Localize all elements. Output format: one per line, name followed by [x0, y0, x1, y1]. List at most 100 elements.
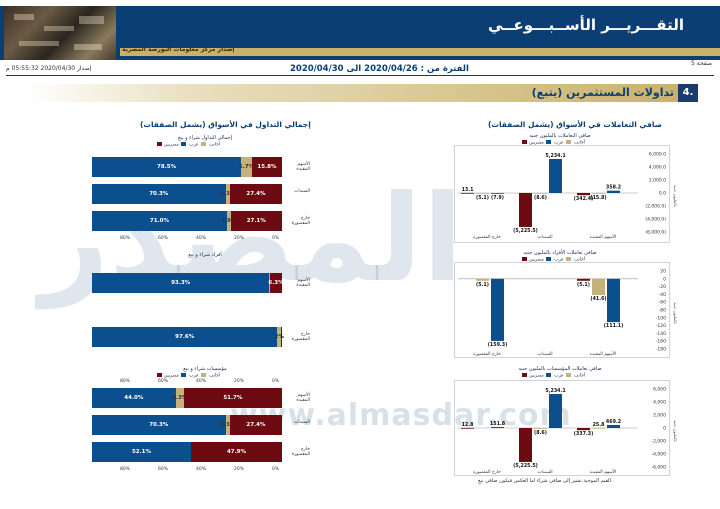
legend-foreign: أجانب	[209, 373, 221, 379]
y-axis-label: بالمليون جنيه	[673, 302, 678, 324]
header-photo	[4, 6, 116, 60]
segment-egyptian: 70.3%	[92, 184, 226, 204]
net-bar-label: (5.1)	[577, 282, 590, 288]
net-total-panel	[454, 145, 670, 243]
category-label: خارج المقصورة	[291, 332, 310, 342]
stacked-bar-row: 97.6% 2%	[92, 327, 284, 347]
legend-foreign-swatch	[522, 140, 527, 144]
legend-egyptian: مصريين	[529, 257, 544, 263]
net-bar	[476, 193, 489, 194]
page-number: صفحة 5	[691, 60, 712, 67]
net-bar-label: (5,225.5)	[513, 463, 538, 469]
legend-arab: عرب	[554, 140, 564, 146]
axis-tick-label: -120	[656, 323, 666, 329]
axis-tick-label: 80%	[120, 379, 131, 384]
y-axis-label: بالمليون جنيه	[673, 185, 678, 207]
legend-foreign-swatch	[522, 257, 527, 261]
legend-egyptian: مصريين	[164, 373, 179, 379]
net-bar-label: 12.8	[462, 422, 474, 428]
axis-tick-label: -80	[659, 308, 666, 314]
net-bar	[577, 193, 590, 196]
net-bar	[519, 193, 532, 227]
segment-egyptian: 52.1%	[92, 442, 191, 462]
net-bar	[534, 428, 547, 429]
net-bar	[577, 428, 590, 431]
net-individuals-title: صافي تعاملات الأفراد بالمليون جنيه	[523, 250, 597, 256]
axis-tick-label: 20	[660, 269, 666, 275]
net-bar	[461, 192, 474, 194]
stacked-bar-row: 78.5% 5.7% 15.8%	[92, 157, 282, 177]
segment-egyptian: 44.0%	[92, 388, 176, 408]
net-bar	[592, 278, 605, 296]
segment-arab: 4.3%	[172, 388, 187, 408]
axis-tick-label: 40%	[196, 379, 207, 384]
legend-arab: عرب	[554, 257, 564, 263]
legend-foreign: أجانب	[574, 140, 586, 146]
legend-foreign: أجانب	[574, 373, 586, 379]
total-chart-legend: أجانب عرب مصريين	[155, 142, 220, 148]
group-label: السندات	[537, 235, 552, 240]
axis-tick-label: 0%	[272, 379, 280, 384]
axis-tick-label: 0	[663, 426, 666, 432]
net-bar-label: 358.2	[606, 185, 621, 191]
axis-tick-label: 20%	[234, 467, 245, 472]
net-bar	[592, 193, 605, 194]
category-label: الأسهم المقيدة	[296, 393, 310, 403]
legend-egyptian: مصريين	[529, 140, 544, 146]
net-bar-label: (5.1)	[476, 195, 489, 201]
net-total-chart: 6,000.0 4,000.0 2,000.0 0.0 (2,000.0) (4,000.…	[458, 152, 678, 240]
group-label: السندات	[537, 352, 552, 357]
axis-tick-label: -160	[656, 339, 666, 345]
net-bar-label: 25.8	[593, 422, 605, 428]
stacked-bar-row: 71.0% 1.9% 27.1%	[92, 211, 282, 231]
report-title: التقـــريـــر الأســبـــوعــي	[488, 16, 684, 34]
segment-arab	[269, 273, 271, 293]
segment-egyptian: 93.3%	[92, 273, 270, 293]
axis-tick-label: 20%	[234, 236, 245, 241]
net-bar-label: (342.4)	[574, 196, 594, 202]
category-label: خارج المقصورة	[291, 447, 310, 457]
segment-foreign: 27.4%	[229, 415, 282, 435]
legend-egyptian: مصريين	[164, 142, 179, 148]
net-bar	[461, 427, 474, 429]
axis-tick-label: 2,000	[653, 413, 666, 419]
axis-tick-label: -40	[659, 292, 666, 298]
category-label: الأسهم المقيدة	[296, 278, 310, 288]
legend-foreign-swatch	[157, 142, 162, 146]
axis-tick-label: 0	[663, 276, 666, 282]
net-bar-label: 469.2	[606, 419, 621, 425]
category-label: السندات	[294, 189, 310, 194]
legend-arab-swatch	[565, 140, 571, 144]
net-bar	[519, 428, 532, 462]
axis-tick-label: 0%	[272, 467, 280, 472]
stacked-bar-row: 70.3% 2.3% 27.4%	[92, 415, 282, 435]
category-label: السندات	[294, 420, 310, 425]
axis-tick-label: 0%	[272, 236, 280, 241]
section-number: 4.	[678, 84, 698, 102]
segment-foreign: 27.1%	[230, 211, 282, 231]
axis-tick-label: (6,000.0)	[645, 230, 666, 236]
axis-tick-label: 20%	[234, 379, 245, 384]
axis-tick-label: 80%	[120, 236, 131, 241]
net-institutions-chart: 6,000 4,000 2,000 0 -2,000 -4,000 -6,000 469.22…	[458, 387, 678, 475]
axis-tick-label: -60	[659, 300, 666, 306]
net-institutions-legend: أجانب عرب مصريين	[520, 373, 585, 379]
net-bar-label: 5,234.1	[545, 388, 565, 394]
legend-arab: عرب	[189, 142, 199, 148]
segment-egyptian: 78.5%	[92, 157, 242, 177]
legend-arab-swatch	[200, 142, 206, 146]
net-bar-label: (8.6)	[534, 195, 547, 201]
axis-tick-label: 6,000.0	[649, 152, 666, 158]
net-bar-label: (5.1)	[476, 282, 489, 288]
segment-arab: 2.3%	[220, 184, 235, 204]
legend-foreign-swatch	[522, 373, 527, 377]
axis-tick-label: 4,000.0	[649, 165, 666, 171]
stacked-bar-row: 93.3% 6.3%	[92, 273, 284, 293]
net-footnote: القيم الموجبة تشير إلى صافي شراء اما الع…	[478, 478, 613, 484]
net-individuals-panel	[454, 262, 670, 358]
segment-foreign: 6.3%	[268, 273, 284, 293]
left-heading: إجمالي التداول في الأسواق (يشمل الصفقات)	[140, 120, 311, 129]
axis-tick-label: 6,000	[653, 387, 666, 393]
net-institutions-panel	[454, 380, 670, 476]
group-label: السندات	[537, 470, 552, 475]
